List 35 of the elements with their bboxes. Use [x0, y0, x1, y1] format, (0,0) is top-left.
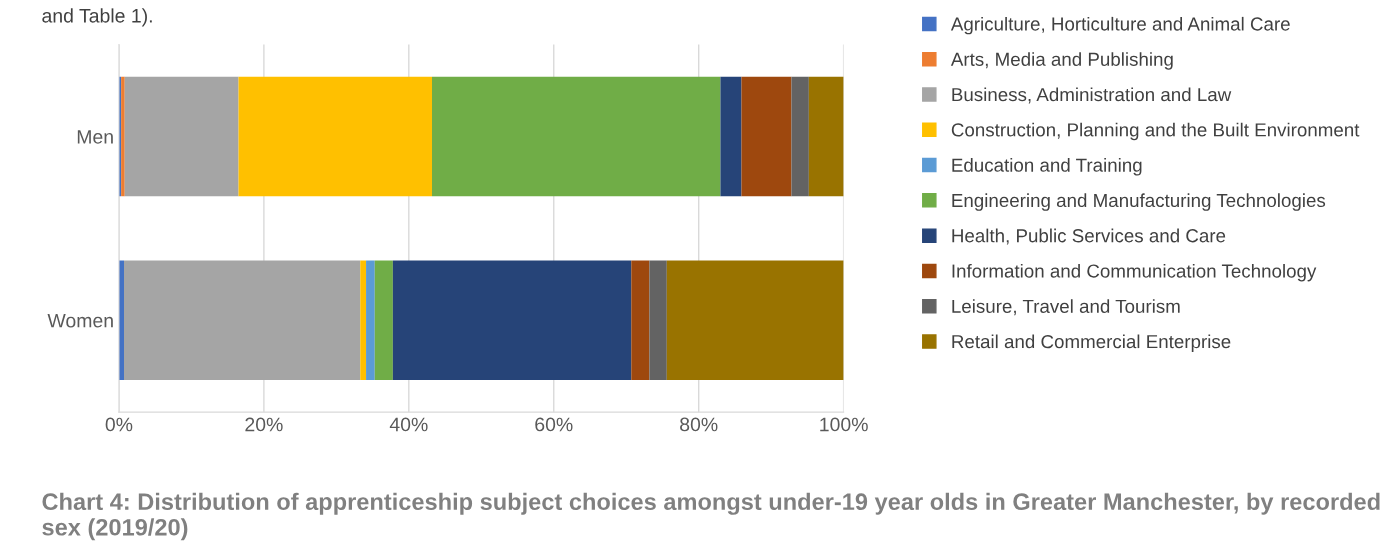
x-tick-label: 100% — [820, 417, 868, 432]
legend-label: Agriculture, Horticulture and Animal Care — [950, 16, 1290, 35]
legend-label: Arts, Media and Publishing — [950, 52, 1173, 70]
bar — [360, 260, 367, 381]
x-tick-label: 60% — [535, 417, 573, 432]
bar — [432, 76, 721, 197]
legend-label: Health, Public Services and Care — [952, 228, 1226, 245]
x-tick-label: 0% — [105, 417, 133, 432]
bar — [791, 76, 809, 197]
bar — [238, 76, 432, 197]
bar — [374, 260, 393, 381]
bar — [124, 76, 239, 197]
legend-label: Information and Communication Technology — [952, 263, 1317, 282]
bar — [392, 260, 632, 381]
legend-label: Construction, Planning and the Built Environment — [951, 122, 1360, 141]
y-tick-label: Men — [77, 130, 113, 144]
y-tick-label: Women — [47, 313, 113, 328]
legend-label: Leisure, Travel and Tourism — [952, 299, 1180, 316]
legend-label: Business, Administration and Law — [952, 87, 1232, 104]
text: Chart 4: Distribution of apprenticeship subject choices amongst under-19 year olds in Greater Manchester, by recorded sex (2019/20) — [42, 492, 1380, 541]
bar — [649, 260, 667, 381]
bar — [666, 260, 844, 381]
bar — [124, 260, 361, 381]
x-tick-label: 40% — [389, 417, 428, 432]
legend-label: Engineering and Manufacturing Technologies — [952, 193, 1326, 211]
legend-label: Education and Training — [952, 158, 1142, 176]
bar — [720, 76, 742, 197]
bar — [631, 260, 650, 381]
x-tick-label: 20% — [245, 417, 283, 432]
bar — [808, 76, 844, 197]
bar — [366, 260, 375, 381]
bar — [741, 76, 792, 197]
legend-label: Retail and Commercial Enterprise — [952, 334, 1231, 352]
text: and Table 1). — [42, 8, 152, 27]
x-tick-label: 80% — [680, 417, 718, 432]
